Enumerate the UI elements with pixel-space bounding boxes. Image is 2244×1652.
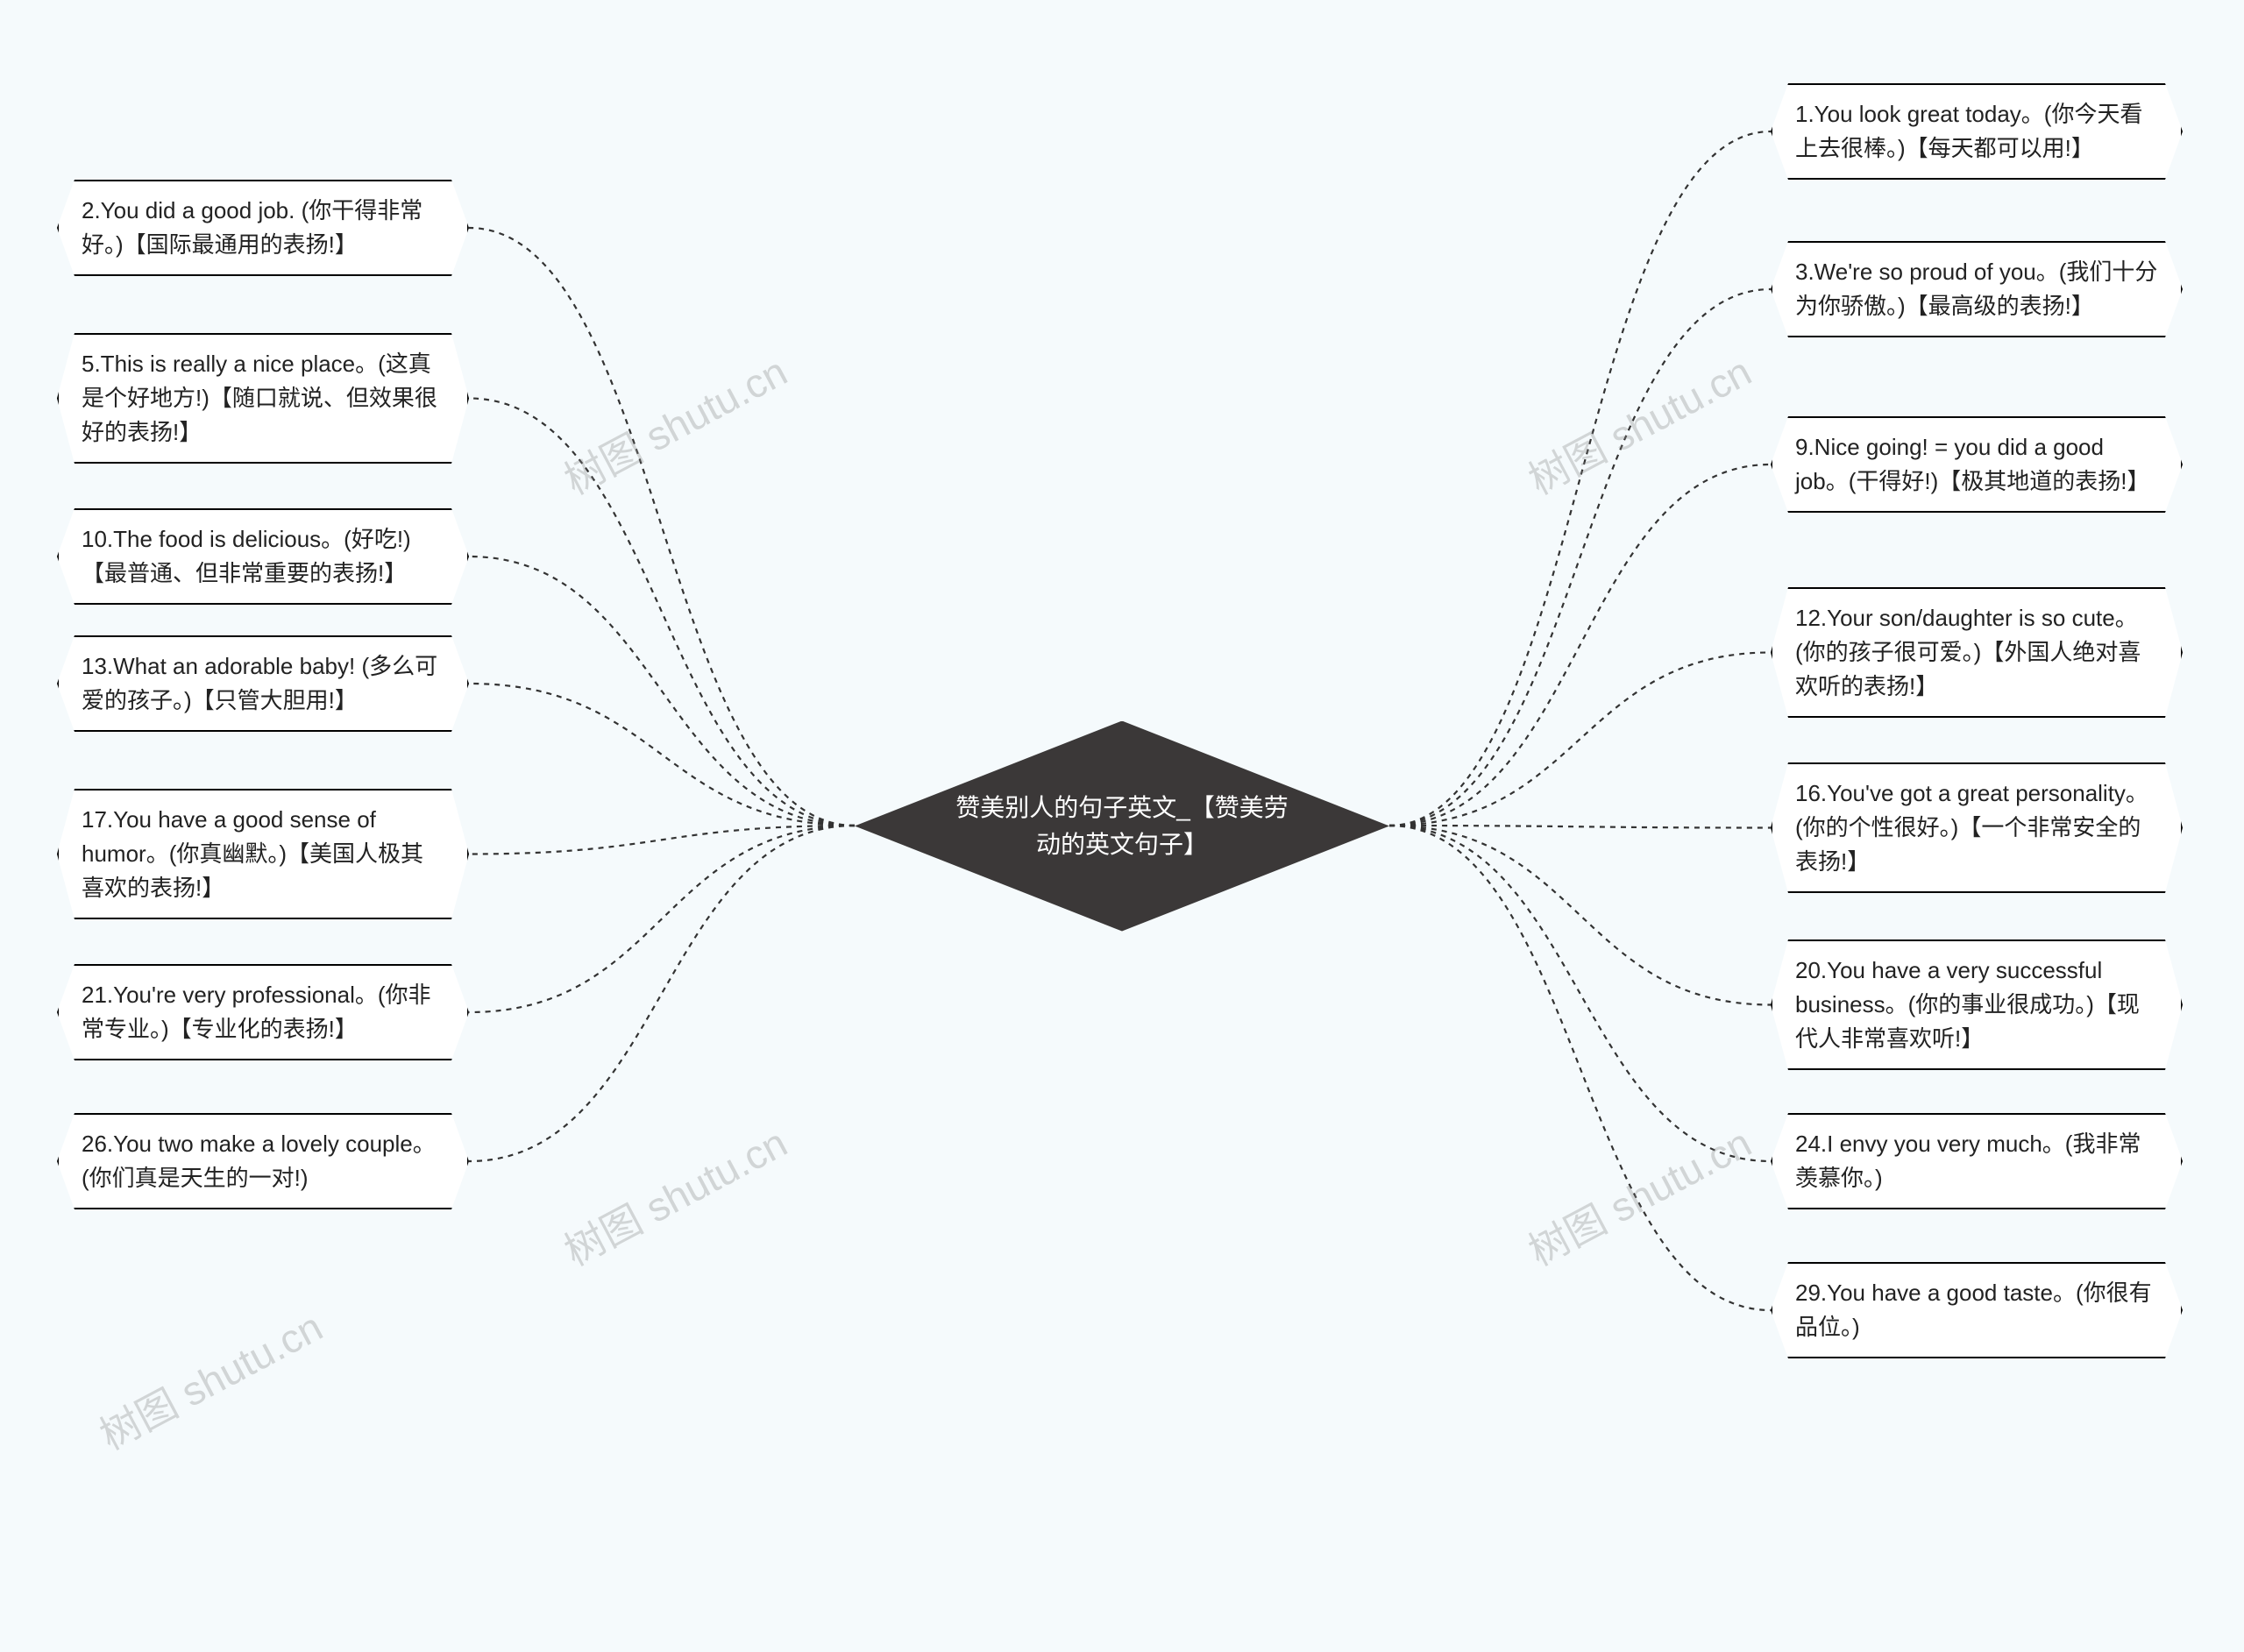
right-node-0[interactable]: 1.You look great today。(你今天看上去很棒。)【每天都可以… bbox=[1771, 83, 2183, 180]
left-node-0[interactable]: 2.You did a good job. (你干得非常好。)【国际最通用的表扬… bbox=[57, 180, 469, 276]
left-node-1[interactable]: 5.This is really a nice place。(这真是个好地方!)… bbox=[57, 333, 469, 464]
mindmap-canvas: 赞美别人的句子英文_【赞美劳动的英文句子】 2.You did a good j… bbox=[0, 0, 2244, 1652]
left-node-6[interactable]: 26.You two make a lovely couple。(你们真是天生的… bbox=[57, 1113, 469, 1209]
node-text: 26.You two make a lovely couple。(你们真是天生的… bbox=[82, 1131, 436, 1191]
left-node-5[interactable]: 21.You're very professional。(你非常专业。)【专业化… bbox=[57, 964, 469, 1060]
center-diamond[interactable]: 赞美别人的句子英文_【赞美劳动的英文句子】 bbox=[855, 721, 1389, 932]
node-text: 2.You did a good job. (你干得非常好。)【国际最通用的表扬… bbox=[82, 197, 423, 258]
right-node-1[interactable]: 3.We're so proud of you。(我们十分为你骄傲。)【最高级的… bbox=[1771, 241, 2183, 337]
node-text: 24.I envy you very much。(我非常羡慕你。) bbox=[1795, 1131, 2141, 1191]
node-text: 17.You have a good sense of humor。(你真幽默。… bbox=[82, 806, 423, 901]
right-node-3[interactable]: 12.Your son/daughter is so cute。(你的孩子很可爱… bbox=[1771, 587, 2183, 718]
watermark-4: 树图 shutu.cn bbox=[89, 1295, 331, 1461]
watermark-2: 树图 shutu.cn bbox=[553, 1111, 796, 1277]
watermark-1: 树图 shutu.cn bbox=[1517, 340, 1760, 506]
node-text: 9.Nice going! = you did a good job。(干得好!… bbox=[1795, 434, 2149, 494]
node-text: 1.You look great today。(你今天看上去很棒。)【每天都可以… bbox=[1795, 101, 2142, 161]
node-text: 5.This is really a nice place。(这真是个好地方!)… bbox=[82, 351, 437, 445]
node-text: 29.You have a good taste。(你很有品位。) bbox=[1795, 1280, 2152, 1340]
left-node-4[interactable]: 17.You have a good sense of humor。(你真幽默。… bbox=[57, 789, 469, 919]
node-text: 16.You've got a great personality。(你的个性很… bbox=[1795, 780, 2148, 875]
node-text: 20.You have a very successful business。(… bbox=[1795, 957, 2140, 1052]
right-node-6[interactable]: 24.I envy you very much。(我非常羡慕你。) bbox=[1771, 1113, 2183, 1209]
right-node-5[interactable]: 20.You have a very successful business。(… bbox=[1771, 939, 2183, 1070]
left-node-3[interactable]: 13.What an adorable baby! (多么可爱的孩子。)【只管大… bbox=[57, 635, 469, 732]
node-text: 13.What an adorable baby! (多么可爱的孩子。)【只管大… bbox=[82, 653, 437, 713]
node-text: 3.We're so proud of you。(我们十分为你骄傲。)【最高级的… bbox=[1795, 259, 2157, 319]
node-text: 10.The food is delicious。(好吃!)【最普通、但非常重要… bbox=[82, 526, 411, 586]
node-text: 21.You're very professional。(你非常专业。)【专业化… bbox=[82, 982, 431, 1042]
right-node-2[interactable]: 9.Nice going! = you did a good job。(干得好!… bbox=[1771, 416, 2183, 513]
watermark-3: 树图 shutu.cn bbox=[1517, 1111, 1760, 1277]
right-node-4[interactable]: 16.You've got a great personality。(你的个性很… bbox=[1771, 762, 2183, 893]
right-node-7[interactable]: 29.You have a good taste。(你很有品位。) bbox=[1771, 1262, 2183, 1358]
center-title: 赞美别人的句子英文_【赞美劳动的英文句子】 bbox=[955, 790, 1289, 863]
left-node-2[interactable]: 10.The food is delicious。(好吃!)【最普通、但非常重要… bbox=[57, 508, 469, 605]
node-text: 12.Your son/daughter is so cute。(你的孩子很可爱… bbox=[1795, 605, 2141, 699]
watermark-0: 树图 shutu.cn bbox=[553, 340, 796, 506]
center-node-wrap: 赞美别人的句子英文_【赞美劳动的英文句子】 bbox=[855, 721, 1389, 932]
